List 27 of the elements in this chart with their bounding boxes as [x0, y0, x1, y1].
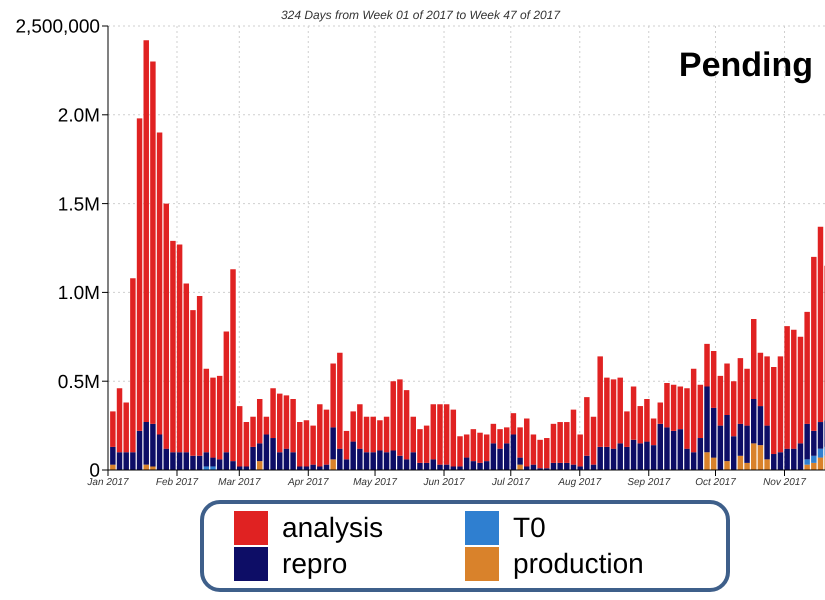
x-tick-label: Jun 2017 [422, 477, 466, 488]
bar [256, 461, 262, 470]
x-tick-label: Nov 2017 [763, 477, 806, 488]
x-tick-label: May 2017 [353, 477, 398, 488]
chart-title: 324 Days from Week 01 of 2017 to Week 47 of 2017 [280, 8, 560, 22]
x-tick-label: Apr 2017 [286, 477, 330, 488]
x-tick-label: Mar 2017 [218, 477, 261, 488]
bar [110, 464, 116, 470]
y-tick-label: 2.0M [58, 106, 100, 127]
bar [724, 461, 730, 470]
y-tick-label: 2,500,000 [15, 16, 100, 38]
x-tick-label: Sep 2017 [627, 477, 671, 488]
y-tick-label: 1.0M [58, 283, 100, 304]
x-tick-label: Aug 2017 [557, 477, 602, 488]
annotation: Pending [678, 46, 813, 85]
legend-label: repro [281, 547, 348, 581]
x-tick-label: Jul 2017 [490, 477, 530, 488]
legend-label: T0 [512, 511, 547, 545]
y-tick-label: 0.5M [58, 372, 100, 393]
legend-label: production [512, 547, 645, 581]
legend-label: analysis [281, 511, 384, 545]
x-tick-label: Feb 2017 [156, 477, 199, 488]
x-tick-label: Jan 2017 [86, 477, 130, 488]
x-tick-label: Oct 2017 [695, 477, 736, 488]
bar [330, 459, 336, 470]
y-tick-label: 1.5M [58, 194, 100, 216]
bar [517, 464, 523, 470]
